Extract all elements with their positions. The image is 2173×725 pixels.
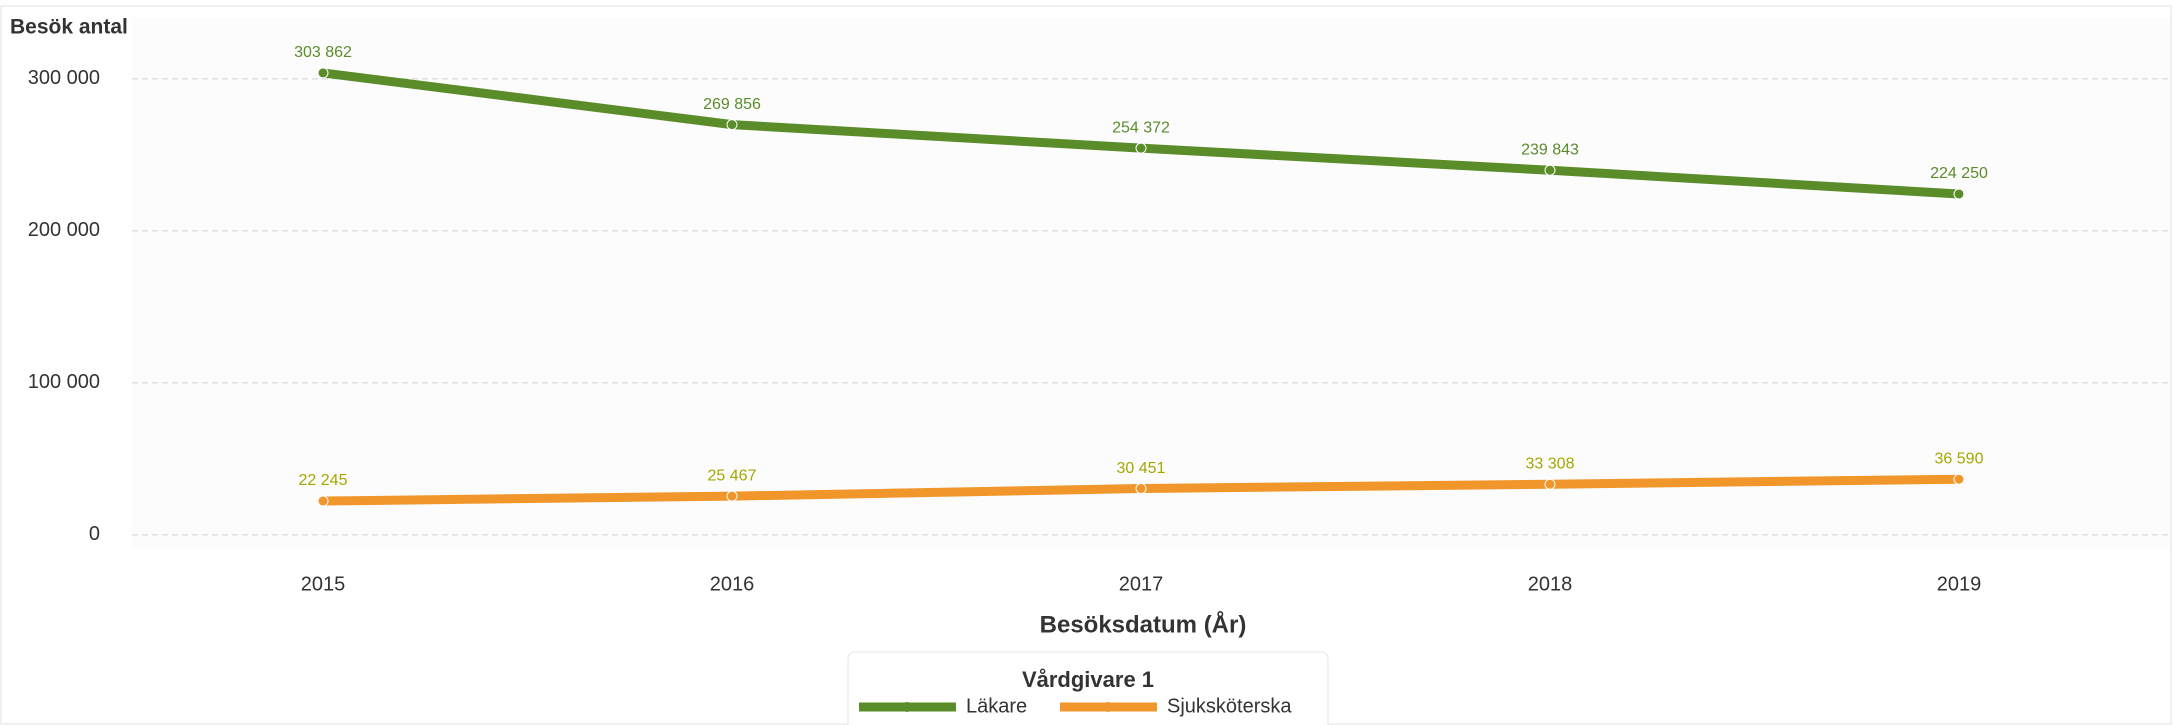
data-point (1953, 473, 1965, 485)
data-label: 254 372 (1112, 119, 1170, 136)
legend-marker (1103, 702, 1113, 712)
data-label: 303 862 (294, 44, 352, 61)
x-tick-label: 2017 (1119, 573, 1164, 595)
data-label: 36 590 (1935, 450, 1984, 467)
y-tick-label: 200 000 (28, 219, 100, 241)
legend-label: Sjuksköterska (1167, 695, 1292, 717)
data-label: 269 856 (703, 96, 761, 113)
x-tick-label: 2015 (301, 573, 346, 595)
data-point (1953, 188, 1965, 200)
x-axis-title: Besöksdatum (År) (1040, 610, 1247, 638)
data-label: 33 308 (1526, 455, 1575, 472)
plot-area (132, 18, 2169, 547)
data-point (1135, 483, 1147, 495)
data-label: 30 451 (1117, 460, 1166, 477)
data-point (726, 490, 738, 502)
data-point (1544, 164, 1556, 176)
data-point (317, 495, 329, 507)
data-point (317, 67, 329, 79)
legend-label: Läkare (966, 695, 1027, 717)
x-tick-label: 2018 (1528, 573, 1573, 595)
y-tick-label: 100 000 (28, 371, 100, 393)
data-point (726, 119, 738, 131)
data-point (1544, 478, 1556, 490)
data-point (1135, 142, 1147, 154)
legend-title: Vårdgivare 1 (1022, 667, 1154, 692)
x-tick-label: 2016 (710, 573, 755, 595)
y-axis-title: Besök antal (10, 16, 128, 39)
legend-marker (902, 702, 912, 712)
data-label: 239 843 (1521, 141, 1579, 158)
data-label: 22 245 (299, 472, 348, 489)
legend-box (847, 651, 1329, 725)
y-tick-label: 0 (89, 523, 100, 545)
x-tick-label: 2019 (1937, 573, 1982, 595)
y-tick-label: 300 000 (28, 67, 100, 89)
data-label: 224 250 (1930, 165, 1988, 182)
data-label: 25 467 (708, 467, 757, 484)
